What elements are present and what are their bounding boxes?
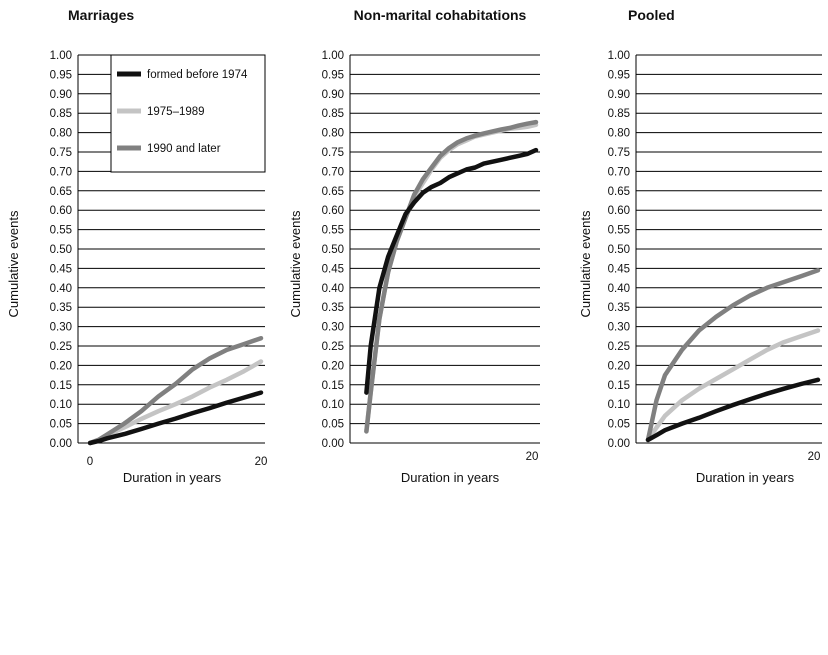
y-tick-label: 0.80 [50, 128, 72, 140]
y-tick-label: 0.90 [50, 89, 72, 101]
y-tick-label: 0.05 [322, 419, 344, 431]
y-tick-label: 0.30 [322, 322, 344, 334]
panel-2: Non-marital cohabitations 0.00 0.05 0.10 0.1… [288, 7, 540, 485]
y-tick-label: 0.85 [608, 108, 630, 120]
y-tick-label: 0.50 [50, 244, 72, 256]
y-tick-label: 0.20 [50, 360, 72, 372]
series-line-2 [645, 328, 821, 443]
y-tick-label: 0.75 [608, 147, 630, 159]
y-tick-label: 0.50 [608, 244, 630, 256]
y-tick-label: 1.00 [322, 50, 344, 62]
series-line-1 [87, 390, 264, 446]
panel-title: Marriages [68, 7, 134, 23]
panel-3: Pooled 0.00 0.05 0.10 0.15 0.20 0.25 0.30 0.35 0.… [578, 7, 822, 485]
x-tick-label: 20 [526, 451, 539, 463]
y-tick-label: 0.55 [50, 225, 72, 237]
y-tick-label: 0.90 [608, 89, 630, 101]
y-tick-label: 0.70 [322, 166, 344, 178]
x-tick-label: 20 [255, 456, 268, 468]
y-tick-label: 0.75 [50, 147, 72, 159]
series-line-3 [87, 335, 264, 446]
panel-1: Marriages 0.00 0.05 0.10 0.15 0.20 0.25 0.30 0.3… [6, 7, 267, 485]
x-tick-label: 0 [87, 456, 93, 468]
y-tick-label: 0.60 [50, 205, 72, 217]
series-line-1 [364, 147, 539, 395]
panel-title: Non-marital cohabitations [354, 7, 527, 23]
y-tick-label: 1.00 [608, 50, 630, 62]
y-tick-label: 0.45 [608, 263, 630, 275]
panel-title: Pooled [628, 7, 675, 23]
y-tick-label: 0.15 [322, 380, 344, 392]
legend: formed before 1974 1975–1989 1990 and late… [110, 54, 266, 173]
series-line-3 [645, 268, 821, 443]
y-tick-label: 0.00 [50, 438, 72, 450]
y-tick-label: 0.50 [322, 244, 344, 256]
y-tick-label: 0.10 [322, 399, 344, 411]
y-tick-label: 0.75 [322, 147, 344, 159]
y-axis-title: Cumulative events [578, 210, 593, 317]
y-tick-label: 0.55 [608, 225, 630, 237]
y-tick-label: 0.10 [50, 399, 72, 411]
y-tick-label: 0.40 [608, 283, 630, 295]
y-tick-label: 0.95 [322, 69, 344, 81]
x-tick-label: 20 [808, 451, 821, 463]
y-tick-label: 0.95 [608, 69, 630, 81]
y-tick-label: 0.85 [322, 108, 344, 120]
y-tick-label: 0.65 [50, 186, 72, 198]
y-tick-label: 0.70 [608, 166, 630, 178]
legend-label: 1975–1989 [147, 106, 205, 118]
series-line-3 [364, 119, 539, 434]
legend-label: formed before 1974 [147, 69, 248, 81]
y-tick-label: 0.05 [608, 419, 630, 431]
y-tick-label: 0.45 [322, 263, 344, 275]
y-tick-label: 0.20 [322, 360, 344, 372]
y-tick-label: 0.25 [608, 341, 630, 353]
y-tick-label: 0.70 [50, 166, 72, 178]
y-tick-label: 0.20 [608, 360, 630, 372]
x-axis-title: Duration in years [123, 470, 222, 485]
y-tick-label: 0.85 [50, 108, 72, 120]
y-tick-label: 0.55 [322, 225, 344, 237]
y-tick-label: 0.25 [322, 341, 344, 353]
y-tick-label: 0.45 [50, 263, 72, 275]
y-axis-title: Cumulative events [6, 210, 21, 317]
y-tick-label: 0.15 [50, 380, 72, 392]
y-tick-label: 0.40 [322, 283, 344, 295]
series-line-1 [645, 377, 821, 443]
y-axis-title: Cumulative events [288, 210, 303, 317]
y-tick-label: 0.60 [322, 205, 344, 217]
y-tick-label: 0.80 [608, 128, 630, 140]
series-line-2 [364, 122, 539, 434]
y-tick-label: 0.30 [50, 322, 72, 334]
y-tick-label: 0.00 [322, 438, 344, 450]
y-tick-label: 0.30 [608, 322, 630, 334]
y-tick-label: 0.65 [322, 186, 344, 198]
y-tick-label: 0.80 [322, 128, 344, 140]
y-tick-label: 0.35 [50, 302, 72, 314]
y-tick-label: 0.00 [608, 438, 630, 450]
x-axis-title: Duration in years [696, 470, 795, 485]
y-tick-label: 0.15 [608, 380, 630, 392]
y-tick-label: 0.65 [608, 186, 630, 198]
y-tick-label: 0.90 [322, 89, 344, 101]
y-tick-label: 0.05 [50, 419, 72, 431]
y-tick-label: 0.35 [608, 302, 630, 314]
y-tick-label: 0.25 [50, 341, 72, 353]
y-tick-label: 0.40 [50, 283, 72, 295]
x-axis-title: Duration in years [401, 470, 500, 485]
y-tick-label: 0.10 [608, 399, 630, 411]
y-tick-label: 1.00 [50, 50, 72, 62]
y-tick-label: 0.60 [608, 205, 630, 217]
y-tick-label: 0.95 [50, 69, 72, 81]
legend-label: 1990 and later [147, 143, 221, 155]
y-tick-label: 0.35 [322, 302, 344, 314]
